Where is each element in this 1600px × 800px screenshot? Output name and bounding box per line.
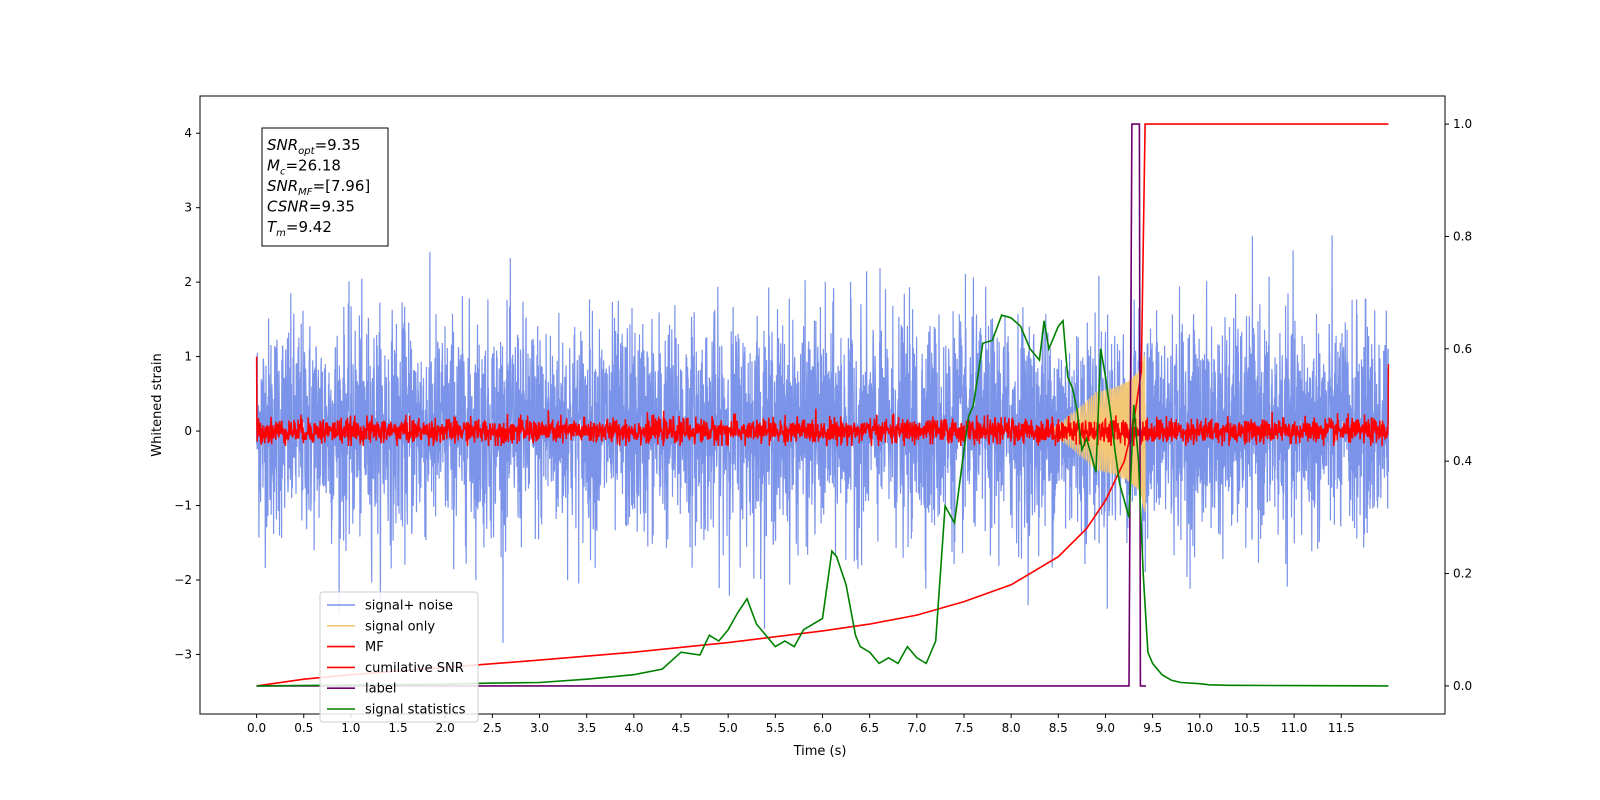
right-y-axis-ticks: 0.0 0.2 0.4 0.6 0.8 1.0	[1445, 117, 1472, 693]
x-tick-label: 1.5	[389, 721, 408, 735]
legend-label: label	[365, 682, 396, 697]
legend-label: MF	[365, 640, 384, 655]
annotation-symbol: SNR	[267, 136, 298, 154]
left-y-tick-label: 2	[184, 275, 192, 289]
right-y-tick-label: 0.8	[1453, 229, 1472, 243]
x-tick-label: 10.0	[1186, 721, 1213, 735]
legend-label: signal statistics	[365, 703, 466, 718]
legend: signal+ noise signal only MF cumilative SNR…	[319, 591, 479, 723]
x-axis-ticks: 0.0 0.5 1.0 1.5 2.0 2.5 3.0 3.5 4.0 4.5 5.0 5.5 6.0 6…	[247, 714, 1355, 735]
x-tick-label: 9.0	[1096, 721, 1115, 735]
right-y-tick-label: 0.6	[1453, 342, 1472, 356]
right-y-tick-label: 0.4	[1453, 454, 1472, 468]
x-tick-label: 7.5	[954, 721, 973, 735]
left-y-tick-label: −3	[174, 647, 192, 661]
left-y-tick-label: −1	[174, 499, 192, 513]
x-axis-label: Time (s)	[793, 744, 847, 759]
x-tick-label: 1.0	[341, 721, 360, 735]
annotation-line: SNRMF=[7.96]	[267, 177, 370, 198]
x-tick-label: 4.0	[624, 721, 643, 735]
annotation-value: =9.35	[309, 198, 355, 216]
annotation-value: =9.42	[286, 218, 332, 236]
series-signal-noise	[256, 235, 1390, 643]
x-tick-label: 10.5	[1234, 721, 1261, 735]
annotation-symbol: SNR	[267, 177, 298, 195]
annotation-line: Tm=9.42	[267, 218, 332, 239]
legend-label: cumilative SNR	[365, 661, 464, 676]
x-tick-label: 2.0	[436, 721, 455, 735]
x-tick-label: 11.5	[1328, 721, 1355, 735]
left-y-tick-label: 0	[184, 424, 192, 438]
x-tick-label: 8.5	[1049, 721, 1068, 735]
annotation-symbol: T	[267, 218, 278, 236]
x-tick-label: 6.5	[860, 721, 879, 735]
left-y-axis-ticks: −3 −2 −1 0 1 2 3 4	[174, 126, 200, 661]
annotation-line: Mc=26.18	[267, 157, 341, 178]
annotation-symbol: M	[267, 157, 280, 175]
x-tick-label: 9.5	[1143, 721, 1162, 735]
x-tick-label: 4.5	[671, 721, 690, 735]
left-y-axis-label: Whitened strain	[150, 353, 165, 456]
annotation-line: SNRopt=9.35	[267, 136, 361, 157]
series-mf	[255, 356, 1390, 447]
left-y-tick-label: 3	[184, 201, 192, 215]
annotation-line: CSNR=9.35	[267, 198, 355, 216]
legend-label: signal+ noise	[365, 599, 453, 614]
x-tick-label: 0.0	[247, 721, 266, 735]
x-tick-label: 2.5	[483, 721, 502, 735]
annotation-value: =9.35	[315, 136, 361, 154]
left-y-tick-label: 4	[184, 126, 192, 140]
left-y-tick-label: 1	[184, 350, 192, 364]
annotation-subscript: MF	[298, 187, 313, 198]
annotation-value: =[7.96]	[313, 177, 371, 195]
x-tick-label: 5.5	[766, 721, 785, 735]
x-tick-label: 6.0	[813, 721, 832, 735]
x-tick-label: 8.0	[1002, 721, 1021, 735]
annotation-subscript: m	[276, 228, 286, 239]
legend-label: signal only	[365, 619, 435, 634]
annotation-frame	[261, 127, 389, 247]
right-y-tick-label: 0.2	[1453, 567, 1472, 581]
right-y-tick-label: 0.0	[1453, 679, 1472, 693]
series-label	[256, 123, 1146, 687]
series-signal-statistics	[256, 314, 1389, 687]
annotation-symbol: CSNR	[267, 198, 309, 216]
annotation-subscript: opt	[298, 146, 315, 157]
x-tick-label: 3.5	[577, 721, 596, 735]
left-y-tick-label: −2	[174, 573, 192, 587]
x-tick-label: 3.0	[530, 721, 549, 735]
annotation-subscript: c	[280, 167, 286, 178]
x-tick-label: 5.0	[719, 721, 738, 735]
stats-annotation-box: SNRopt=9.35Mc=26.18SNRMF=[7.96]CSNR=9.35…	[261, 127, 389, 247]
x-tick-label: 7.0	[907, 721, 926, 735]
x-tick-label: 11.0	[1281, 721, 1308, 735]
right-y-tick-label: 1.0	[1453, 117, 1472, 131]
annotation-value: =26.18	[285, 157, 341, 175]
legend-frame	[319, 591, 479, 723]
x-tick-label: 0.5	[294, 721, 313, 735]
